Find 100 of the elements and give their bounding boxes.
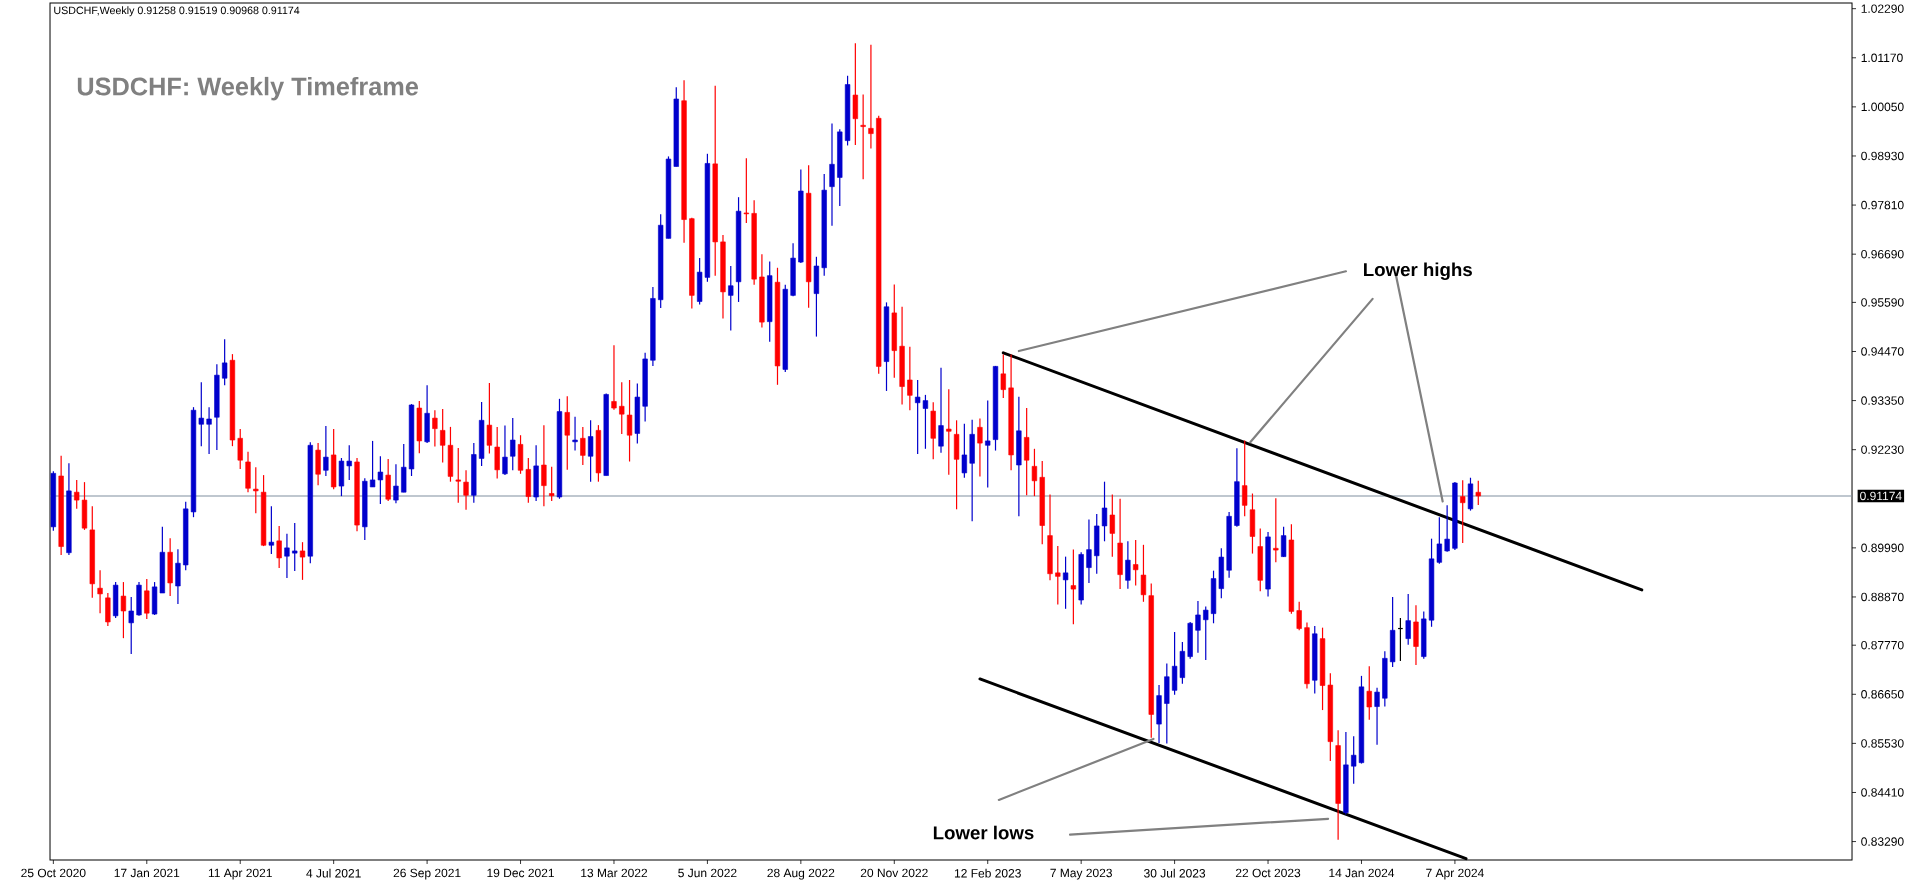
- candlestick: [1273, 497, 1279, 563]
- candlestick: [299, 541, 306, 581]
- text: USDCHF: Weekly Timeframe: [77, 76, 419, 101]
- candlestick: [346, 444, 352, 481]
- candlestick: [1280, 526, 1287, 558]
- y-tick-label: 0.86650: [1861, 690, 1904, 699]
- candlestick: [455, 447, 461, 504]
- candlestick: [1140, 544, 1147, 603]
- candlestick: [860, 94, 866, 180]
- x-tick-label: 25 Oct 2020: [21, 868, 86, 878]
- x-tick-label: 7 Apr 2024: [1426, 868, 1484, 880]
- x-tick-label: 5 Jun 2022: [678, 868, 737, 878]
- y-tick-label: 1.01170: [1861, 53, 1903, 63]
- candlestick: [611, 344, 617, 411]
- candlestick: [502, 424, 508, 476]
- candlestick: [1475, 480, 1481, 506]
- candlestick: [985, 399, 991, 488]
- x-tick-label: 20 Nov 2022: [860, 868, 928, 878]
- candlestick: [868, 44, 874, 150]
- y-tick-label: 0.88870: [1861, 592, 1904, 602]
- candlestick: [829, 122, 835, 227]
- candlestick: [1374, 687, 1380, 746]
- candlestick: [198, 381, 204, 447]
- y-tick-label: 0.94470: [1861, 347, 1904, 356]
- candlestick: [323, 425, 329, 477]
- candlestick: [1055, 545, 1061, 606]
- candlestick: [1203, 606, 1209, 661]
- candlestick: [564, 395, 570, 471]
- ref-line-label: 0.91174: [1860, 491, 1902, 501]
- candlestick: [222, 338, 228, 386]
- candlestick: [276, 525, 282, 569]
- candlestick: [74, 479, 80, 510]
- y-tick-label: 0.87770: [1861, 640, 1904, 650]
- candlestick: [120, 581, 127, 639]
- candlestick: [1024, 407, 1030, 496]
- candlestick: [1444, 504, 1450, 553]
- candlestick: [619, 381, 625, 435]
- x-tick-label: 30 Jul 2023: [1144, 868, 1206, 878]
- candlestick: [268, 505, 275, 555]
- candlestick: [284, 533, 290, 579]
- y-tick-label: 0.92230: [1861, 445, 1904, 454]
- x-tick-label: 7 May 2023: [1050, 868, 1112, 880]
- y-tick-label: 0.96690: [1861, 249, 1904, 259]
- candlestick: [463, 469, 469, 511]
- candlestick: [1125, 540, 1131, 590]
- candlestick: [580, 426, 586, 466]
- candlestick: [728, 265, 734, 332]
- candlestick: [1195, 600, 1201, 654]
- candlestick: [494, 426, 500, 480]
- candlestick: [1070, 549, 1077, 625]
- candlestick: [175, 548, 181, 605]
- x-tick-label: 19 Dec 2021: [487, 868, 554, 878]
- candlestick: [393, 463, 399, 504]
- candlestick: [626, 379, 633, 463]
- candlestick: [572, 416, 578, 452]
- y-tick-label: 0.84410: [1861, 788, 1904, 797]
- candlestick: [1086, 518, 1092, 584]
- candlestick: [144, 578, 150, 620]
- y-tick-label: 0.93350: [1861, 396, 1904, 405]
- candlestick: [1000, 353, 1006, 399]
- candlestick: [587, 419, 594, 483]
- x-tick-label: 26 Sep 2021: [393, 868, 461, 880]
- candlestick: [1062, 556, 1069, 610]
- x-tick-label: 22 Oct 2023: [1235, 868, 1301, 878]
- candlestick: [206, 406, 212, 455]
- y-tick-label: 1.00050: [1861, 102, 1904, 112]
- candlestick: [1109, 493, 1115, 558]
- x-tick-label: 28 Aug 2022: [767, 868, 835, 880]
- candlestick: [977, 417, 983, 478]
- y-tick-label: 1.02290: [1861, 4, 1904, 13]
- candlestick: [907, 346, 913, 411]
- y-tick-label: 0.97810: [1861, 200, 1904, 210]
- x-tick-label: 11 Apr 2021: [208, 868, 272, 880]
- candlestick: [961, 423, 967, 479]
- candlestick: [1133, 539, 1139, 587]
- candlestick: [292, 522, 298, 572]
- y-tick-label: 0.95590: [1861, 298, 1904, 307]
- candlestick: [549, 466, 555, 502]
- candlestick: [938, 367, 944, 454]
- y-tick-label: 0.83290: [1861, 837, 1904, 846]
- x-tick-label: 4 Jul 2021: [306, 868, 361, 878]
- candlestick: [486, 382, 493, 455]
- annotation: Lower lows: [933, 825, 1034, 840]
- candlestick: [1242, 439, 1248, 517]
- candlestick: [97, 569, 103, 614]
- candlestick: [1405, 593, 1411, 646]
- y-tick-label: 0.98930: [1861, 151, 1904, 161]
- x-tick-label: 13 Mar 2022: [581, 868, 648, 878]
- y-tick-label: 0.85530: [1861, 739, 1904, 748]
- candlestick: [253, 466, 259, 514]
- candlestick: [432, 409, 438, 448]
- y-tick-label: 0.89990: [1861, 543, 1904, 553]
- candlestick: [852, 42, 858, 146]
- x-tick-label: 14 Jan 2024: [1329, 868, 1395, 878]
- candlestick: [1031, 448, 1038, 497]
- candlestick: [541, 424, 547, 507]
- candlestick: [946, 388, 952, 476]
- candlestick: [1101, 481, 1108, 542]
- candlestick: [1296, 601, 1302, 631]
- candlestick: [1366, 665, 1372, 721]
